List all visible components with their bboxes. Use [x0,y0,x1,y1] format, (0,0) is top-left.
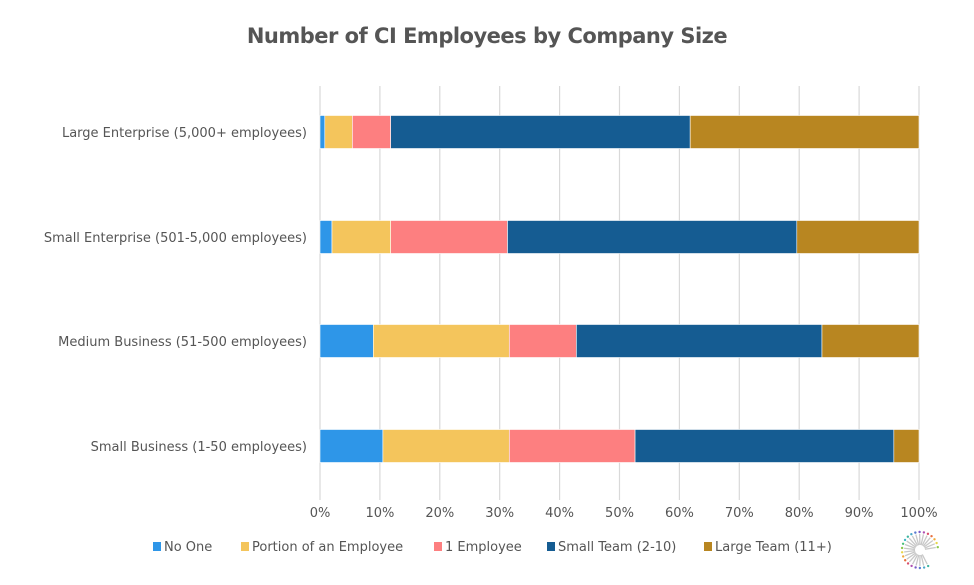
bar-segment [893,429,920,463]
bar-segment [390,115,691,149]
logo-ray [924,543,936,549]
logo-ray [906,540,917,548]
legend-swatch [704,542,712,551]
logo-dot [918,530,921,534]
bar-segment [821,324,920,358]
logo-ray [921,554,928,565]
category-label: Small Enterprise (501-5,000 employees) [44,231,307,246]
x-tick-label: 40% [545,506,574,521]
logo-dot [906,535,910,538]
logo-ray [904,547,916,551]
logo-dot [900,551,904,554]
logo-ray [922,537,931,547]
bar-segment [373,324,510,358]
logo-ray [908,537,918,547]
logo-dot [918,566,922,570]
x-tick-label: 10% [365,506,394,521]
logo-dot [930,534,933,538]
logo-ray [915,554,920,566]
logo-dot [904,559,907,562]
legend-swatch [434,542,442,551]
logo-ray [911,554,919,565]
logo-ray [923,539,934,548]
logo-ray [920,554,925,566]
logo-ray [920,534,925,546]
bar-segment [390,220,508,254]
logo-dot [900,546,904,550]
bar-segment [689,115,920,149]
legend-swatch [153,542,161,551]
logo-dot [906,562,910,565]
category-labels: Large Enterprise (5,000+ employees) Small… [44,126,307,455]
bar-segment [352,115,391,149]
legend-item: Small Team (2-10) [547,540,676,555]
bar-segment [508,429,636,463]
logo-dot [933,538,936,541]
logo-ray [924,546,936,550]
logo-dot [903,538,907,542]
bar-segment [576,324,823,358]
category-label: Large Enterprise (5,000+ employees) [62,126,307,141]
legend-label: 1 Employee [445,540,522,555]
x-tick-label: 80% [785,506,814,521]
legend-label: No One [164,540,212,555]
x-tick-labels: 0% 10% 20% 30% 40% 50% 60% 70% 80% 90% 100% [310,506,938,521]
logo-ray [906,552,917,560]
category-label: Small Business (1-50 employees) [91,440,307,455]
chart-title: Number of CI Employees by Company Size [246,24,728,48]
bar-segment [634,429,895,463]
x-tick-label: 50% [605,506,634,521]
x-tick-label: 90% [845,506,874,521]
logo-dot [901,542,905,546]
bar-segment [382,429,510,463]
legend-label: Small Team (2-10) [558,540,676,555]
legend: No One Portion of an Employee 1 Employee Sm… [153,540,832,555]
bars [319,115,920,463]
logo-ray [904,551,916,557]
bar-segment [331,220,391,254]
logo-ray [915,534,920,546]
bar-segment [507,220,798,254]
logo-dot [922,566,926,569]
legend-swatch [241,542,249,551]
logo-dot [910,564,913,568]
logo-ray [908,553,918,563]
x-tick-label: 20% [425,506,454,521]
x-tick-label: 30% [485,506,514,521]
x-tick-label: 0% [310,506,331,521]
bar-segment [319,115,326,149]
logo-dot [935,541,938,545]
legend-item: Portion of an Employee [241,540,403,555]
logo-dot [914,531,917,534]
category-label: Medium Business (51-500 employees) [58,335,307,350]
x-tick-label: 60% [665,506,694,521]
x-tick-label: 70% [725,506,754,521]
legend-item: 1 Employee [434,540,522,555]
logo-ray [911,535,919,546]
logo-dot [901,555,905,558]
logo-ray [921,535,928,546]
logo-dot [926,564,930,568]
legend-item: No One [153,540,212,555]
logo-dot [922,531,926,534]
x-tick-label: 100% [900,506,937,521]
bar-segment [324,115,353,149]
logo-dot [910,533,913,536]
logo-ray [904,549,916,553]
logo-ray [904,543,916,549]
legend-item: Large Team (11+) [704,540,832,555]
logo-dot [926,532,930,536]
sunburst-logo-icon [900,530,939,570]
bar-segment [319,220,333,254]
bar-segment [319,324,374,358]
bar-segment [508,324,577,358]
logo-dot [914,566,917,569]
bar-segment [796,220,920,254]
bar-segment [319,429,384,463]
legend-swatch [547,542,555,551]
legend-label: Large Team (11+) [715,540,832,555]
legend-label: Portion of an Employee [252,540,403,555]
logo-dot [936,545,939,549]
